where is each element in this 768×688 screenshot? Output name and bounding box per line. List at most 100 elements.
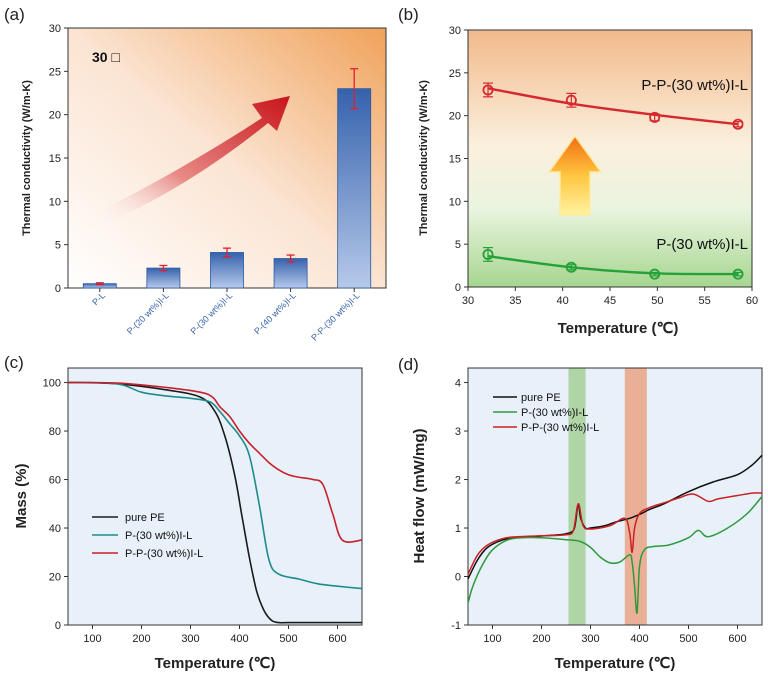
d-ytick-label: 2 (455, 475, 461, 487)
d-series-line (467, 496, 763, 614)
a-ytick-label: 5 (55, 240, 61, 252)
d-highlight-band (568, 368, 586, 625)
c-legend-label: pure PE (125, 512, 165, 524)
panel-label-a: (a) (4, 5, 25, 24)
c-series-line (67, 381, 362, 624)
d-ytick-label: 3 (455, 426, 461, 438)
b-ytick-label: 5 (455, 239, 461, 251)
c-ytick-label: 40 (49, 523, 61, 535)
d-legend-label: P-P-(30 wt%)I-L (521, 422, 599, 434)
b-series-label-green: P-(30 wt%)I-L (656, 236, 748, 253)
a-category-label: P-L (90, 290, 107, 307)
b-data-point (482, 84, 494, 96)
d-xtick-label: 400 (630, 633, 648, 645)
b-ytick-label: 25 (449, 68, 461, 80)
b-ytick-label: 0 (455, 282, 461, 294)
c-xtick-label: 300 (181, 633, 199, 645)
a-ytick-label: 15 (49, 153, 61, 165)
a-ylabel: Thermal conductivity (W/m-K) (21, 80, 33, 236)
c-ytick-label: 100 (43, 378, 61, 390)
c-xtick-label: 400 (230, 633, 248, 645)
chart-panel-c: 0 20 40 60 80 100 100 200 300 400 500 600 Mass (%) Te… (13, 367, 363, 672)
c-legend-label: P-P-(30 wt%)I-L (125, 548, 203, 560)
b-xtick-label: 40 (557, 295, 569, 307)
c-xtick-label: 200 (132, 633, 150, 645)
b-data-point (565, 261, 577, 273)
panel-label-b: (b) (398, 5, 419, 24)
d-legend-label: pure PE (521, 392, 561, 404)
c-series-line (67, 381, 363, 590)
b-xtick-label: 60 (746, 295, 758, 307)
d-series-line (467, 492, 763, 575)
d-xtick-label: 100 (483, 633, 501, 645)
b-data-point (482, 248, 494, 260)
a-category-label: P-P-(30 wt%)I-L (309, 290, 361, 342)
b-xtick-label: 35 (509, 295, 521, 307)
a-ytick-label: 10 (49, 196, 61, 208)
c-ylabel: Mass (%) (13, 463, 30, 528)
b-xlabel: Temperature (℃) (558, 320, 679, 337)
a-ytick-label: 0 (55, 283, 61, 295)
a-category-label: P-(30 wt%)I-L (188, 290, 234, 336)
d-ytick-label: 4 (455, 378, 461, 390)
c-xlabel: Temperature (℃) (155, 655, 276, 672)
d-xtick-label: 600 (728, 633, 746, 645)
b-data-point (649, 268, 661, 280)
b-ylabel: Thermal conductivity (W/m-K) (418, 80, 430, 236)
up-arrow-icon (547, 134, 603, 216)
c-xtick-label: 500 (279, 633, 297, 645)
d-ytick-label: 1 (455, 523, 461, 535)
a-plot-background (68, 28, 386, 288)
d-xtick-label: 300 (581, 633, 599, 645)
c-xtick-label: 100 (83, 633, 101, 645)
c-xtick-label: 600 (328, 633, 346, 645)
b-data-point (649, 111, 661, 123)
chart-panel-b: 0 5 10 15 20 25 30 30 35 40 45 50 55 60 Thermal conduc… (418, 25, 758, 337)
d-highlight-band (624, 368, 647, 625)
c-ytick-label: 60 (49, 475, 61, 487)
d-xtick-label: 500 (679, 633, 697, 645)
panel-label-c: (c) (4, 353, 24, 372)
c-ytick-label: 20 (49, 572, 61, 584)
b-series-line (487, 255, 739, 276)
d-plot-background (468, 368, 762, 625)
b-series-label-red: P-P-(30 wt%)I-L (641, 77, 748, 94)
a-ytick-label: 30 (49, 23, 61, 35)
b-data-point (732, 118, 744, 130)
d-ylabel: Heat flow (mW/mg) (411, 429, 428, 564)
b-ytick-label: 10 (449, 196, 461, 208)
b-xtick-label: 45 (604, 295, 616, 307)
c-legend-label: P-(30 wt%)I-L (125, 530, 192, 542)
b-data-point (732, 268, 744, 280)
d-ytick-label: -1 (451, 620, 461, 632)
b-plot-background (468, 30, 752, 287)
chart-panel-a: 30 □ 0 5 10 15 20 25 30 Thermal conductivity (W/… (21, 23, 387, 343)
a-ytick-label: 25 (49, 66, 61, 78)
b-ytick-label: 30 (449, 25, 461, 37)
c-plot-frame (67, 367, 363, 626)
b-ytick-label: 20 (449, 111, 461, 123)
a-ytick-label: 20 (49, 110, 61, 122)
c-ytick-label: 0 (55, 620, 61, 632)
d-legend-label: P-(30 wt%)I-L (521, 407, 588, 419)
bar (337, 88, 372, 289)
c-ytick-label: 80 (49, 426, 61, 438)
chart-panel-d: -1 0 1 2 3 4 100 200 300 400 500 600 Heat flow (mW/m… (411, 367, 763, 672)
c-series-line (67, 381, 363, 543)
b-xtick-label: 30 (462, 295, 474, 307)
d-ytick-label: 0 (455, 572, 461, 584)
b-series-line (487, 87, 739, 126)
b-data-point (565, 94, 577, 106)
b-xtick-label: 55 (699, 295, 711, 307)
trend-arrow-icon (98, 96, 290, 224)
d-xlabel: Temperature (℃) (555, 655, 676, 672)
a-annotation: 30 □ (92, 49, 120, 65)
panel-label-d: (d) (398, 355, 419, 374)
a-category-label: P-(40 wt%)I-L (252, 290, 298, 336)
bar (210, 252, 244, 289)
bar (273, 258, 308, 289)
d-xtick-label: 200 (532, 633, 550, 645)
b-ytick-label: 15 (449, 154, 461, 166)
b-xtick-label: 50 (651, 295, 663, 307)
